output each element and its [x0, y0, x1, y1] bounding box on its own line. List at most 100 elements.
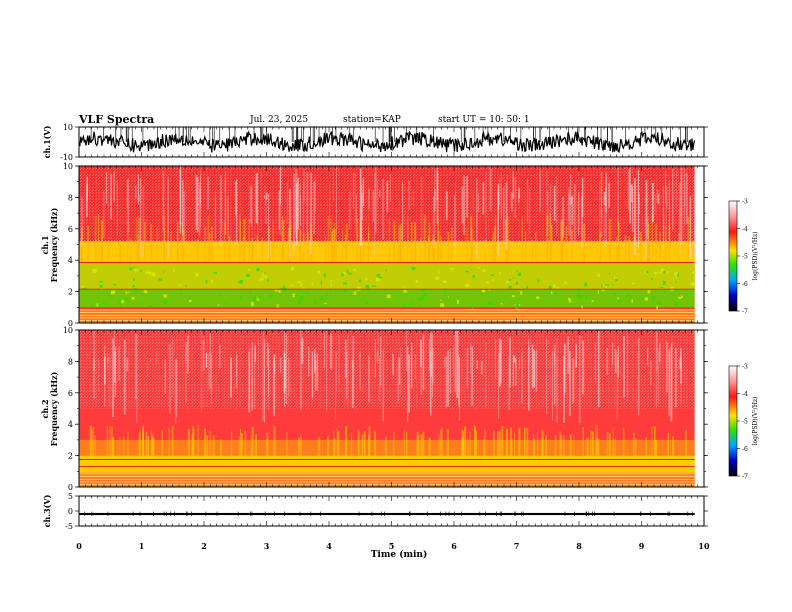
colorbar-tick-label: -7 [742, 309, 748, 316]
spectral-speck [422, 294, 425, 298]
spectral-streak [586, 437, 589, 456]
spectral-speck [471, 305, 474, 309]
spectral-streak [345, 234, 347, 264]
spectral-speck [106, 291, 109, 293]
spectral-streak [335, 238, 337, 264]
spectral-streak [685, 429, 687, 456]
y-tick-label: 8 [68, 357, 73, 366]
spectral-speck [419, 296, 421, 301]
spectral-streak [94, 435, 96, 456]
spectral-streak [438, 230, 440, 264]
spectral-streak [524, 427, 526, 456]
spectral-streak [432, 234, 434, 264]
spectral-speck [131, 296, 135, 300]
spectral-speck [311, 283, 313, 286]
spectral-streak [493, 231, 495, 264]
spectral-speck [536, 296, 540, 300]
y-tick-label: 0 [68, 483, 73, 492]
spectral-streak [240, 428, 242, 456]
spectral-speck [239, 279, 243, 284]
spectral-streak [569, 434, 572, 456]
spectral-speck [678, 296, 682, 299]
spectral-band-1 [79, 455, 695, 473]
colorbar-gradient [728, 365, 738, 477]
spectral-speck [140, 269, 142, 273]
y-tick-label: 5 [68, 492, 73, 501]
spectral-streak [672, 436, 675, 456]
spectral-streak [299, 229, 302, 264]
spectral-speck [100, 305, 103, 308]
spectral-speck [627, 294, 631, 297]
spectral-speck [424, 293, 428, 297]
spectral-streak [595, 424, 597, 456]
spectral-speck [675, 302, 679, 307]
spectral-speck [358, 279, 362, 283]
spectral-streak [599, 231, 602, 264]
spectral-streak [622, 427, 625, 456]
spectral-streak [494, 227, 496, 264]
spectral-speck [490, 274, 495, 277]
spectral-streak [161, 429, 163, 456]
spectral-speck [674, 271, 678, 275]
ch1-spectrogram-panel: 0 2 4 6 8 10 [63, 162, 708, 328]
x-tick-label: 7 [514, 541, 520, 551]
spectral-speck [253, 296, 257, 301]
spectral-speck [302, 287, 305, 289]
spectral-streak [446, 428, 449, 456]
spectral-speck [444, 289, 447, 293]
spectral-speck [195, 272, 199, 277]
spectral-streak [639, 231, 642, 264]
spectral-speck [248, 268, 250, 271]
spectral-speck [617, 297, 620, 300]
spectral-streak [506, 428, 508, 456]
spectral-speck [449, 268, 454, 270]
spectral-streak [469, 431, 471, 456]
spectral-streak [147, 435, 150, 456]
spectral-streak [612, 438, 615, 456]
ch2-spectrogram-panel: 0 2 4 6 8 10 [63, 326, 708, 492]
spectral-speck [605, 286, 607, 289]
spectral-streak [518, 427, 521, 456]
spectral-speck [205, 279, 208, 284]
spectral-streak [109, 426, 111, 456]
spectral-streak [242, 236, 245, 264]
spectral-streak [476, 430, 478, 456]
spectral-speck [657, 302, 661, 305]
spectral-speck [320, 296, 324, 300]
spectral-streak [307, 232, 309, 264]
spectral-streak [496, 431, 499, 456]
spectral-speck [97, 296, 100, 299]
spectral-speck [134, 287, 137, 292]
spectral-speck [411, 266, 416, 270]
spectral-speck [108, 294, 111, 297]
spectral-speck [656, 305, 658, 310]
spectral-speck [365, 285, 370, 289]
colorbar-label: log(PSD)(V²/Hz) [752, 232, 759, 281]
spectral-speck [659, 286, 664, 288]
spectral-speck [343, 289, 348, 292]
spectral-speck [676, 272, 680, 277]
x-tick-label: 6 [451, 541, 457, 551]
spectral-speck [662, 280, 666, 285]
spectral-speck [314, 290, 316, 292]
spectral-speck [188, 299, 192, 303]
spectral-streak [560, 434, 562, 456]
spectral-speck [690, 282, 695, 286]
spectral-speck [591, 300, 594, 303]
spectral-speck [415, 280, 418, 283]
spectral-speck [515, 281, 519, 285]
spectral-speck [224, 302, 227, 305]
spectral-streak [438, 434, 440, 456]
spectral-streak [470, 228, 473, 264]
spectral-speck [134, 268, 138, 272]
spectral-speck [403, 286, 406, 291]
x-tick-label: 5 [389, 541, 395, 551]
spectral-speck [219, 294, 222, 296]
spectral-speck [163, 271, 165, 274]
spectral-streak [204, 428, 207, 456]
spectral-speck [110, 290, 115, 295]
spectral-speck [330, 280, 332, 283]
spectral-speck [498, 272, 501, 275]
spectral-speck [526, 285, 529, 289]
station-label: station=KAP [343, 115, 401, 125]
